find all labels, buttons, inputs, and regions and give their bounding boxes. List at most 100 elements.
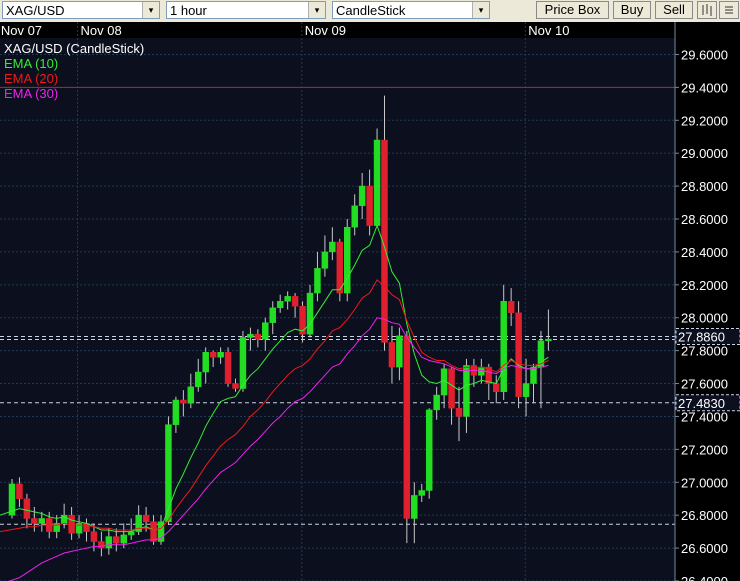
price-tick-label: 28.6000	[681, 212, 728, 227]
chart-tools-button[interactable]	[697, 1, 717, 19]
plot-area	[0, 38, 675, 581]
candle-body	[522, 383, 530, 397]
price-tick-label: 26.8000	[681, 508, 728, 523]
price-tick-label: 29.2000	[681, 113, 728, 128]
candle-body	[53, 523, 60, 532]
legend-title: XAG/USD (CandleStick)	[4, 41, 144, 56]
candle-body	[433, 394, 440, 411]
candle-body	[142, 514, 150, 523]
symbol-select[interactable]: XAG/USD ▾	[2, 1, 160, 19]
candle-body	[515, 312, 522, 397]
candle-body	[165, 424, 172, 523]
candle-body	[224, 352, 232, 384]
chevron-down-icon[interactable]: ▾	[142, 2, 159, 18]
candle-body	[388, 342, 396, 368]
candle-body	[90, 531, 98, 542]
ema-line	[0, 279, 549, 533]
candle-body	[448, 368, 455, 409]
candle-body	[418, 490, 425, 496]
price-axis	[675, 22, 740, 581]
candle-body	[31, 518, 38, 524]
candle-body	[38, 518, 46, 524]
candle-body	[545, 338, 552, 342]
candle-body	[209, 352, 217, 358]
price-tick-label: 28.8000	[681, 179, 728, 194]
candle-body	[344, 226, 351, 294]
price-marker-box	[675, 394, 740, 412]
candle-body	[113, 536, 120, 544]
candle-body	[351, 205, 358, 228]
candle-body	[172, 399, 180, 425]
candle-body	[284, 296, 291, 302]
candles-group	[8, 95, 552, 557]
timeframe-select[interactable]: 1 hour ▾	[166, 1, 326, 19]
ema-line	[0, 224, 549, 533]
candle-body	[180, 399, 187, 404]
date-tick-label: Nov 07	[1, 23, 42, 38]
price-marker-label: 27.4830	[678, 396, 725, 411]
candle-body	[299, 305, 306, 335]
chart-type-select[interactable]: CandleStick ▾	[332, 1, 490, 19]
candle-body	[269, 307, 276, 323]
price-tick-label: 26.4000	[681, 574, 728, 581]
price-chart[interactable]: 29.6000 29.4000 29.2000 29.0000 28.8000 28.60…	[0, 22, 740, 581]
candle-body	[150, 521, 157, 542]
symbol-value: XAG/USD	[6, 3, 65, 18]
candle-body	[485, 366, 493, 384]
candle-body	[306, 292, 314, 335]
toolbar: XAG/USD ▾ 1 hour ▾ CandleStick ▾ Price B…	[0, 0, 740, 23]
ema-line	[8, 317, 549, 581]
date-tick-label: Nov 08	[81, 23, 122, 38]
price-tick-label: 29.0000	[681, 146, 728, 161]
price-marker-box	[675, 327, 740, 345]
candle-body	[127, 531, 135, 536]
level-lines	[0, 86, 675, 525]
bars-icon	[702, 4, 712, 16]
timeframe-value: 1 hour	[170, 3, 207, 18]
price-tick-label: 27.6000	[681, 377, 728, 392]
buy-button[interactable]: Buy	[613, 1, 651, 19]
sell-button[interactable]: Sell	[655, 1, 693, 19]
candle-body	[247, 333, 254, 338]
candle-body	[411, 495, 418, 519]
candle-body	[8, 483, 16, 516]
candle-body	[358, 185, 366, 207]
candle-body	[336, 241, 344, 294]
chevron-down-icon[interactable]: ▾	[472, 2, 489, 18]
legend-ema20: EMA (20)	[4, 71, 58, 86]
candle-body	[463, 365, 470, 417]
candle-body	[23, 498, 31, 519]
legend-ema30: EMA (30)	[4, 86, 58, 101]
more-options-button[interactable]	[719, 1, 739, 19]
price-box-button[interactable]: Price Box	[536, 1, 609, 19]
price-tick-label: 27.8000	[681, 344, 728, 359]
candle-body	[329, 241, 336, 253]
candle-body	[105, 536, 113, 549]
candle-body	[195, 371, 202, 388]
candle-body	[157, 521, 165, 542]
candle-body	[403, 335, 411, 519]
candle-body	[120, 534, 127, 544]
price-tick-label: 27.2000	[681, 442, 728, 457]
candle-body	[366, 185, 373, 226]
candle-body	[425, 409, 433, 491]
candle-body	[217, 352, 224, 358]
candle-body	[455, 407, 463, 417]
candle-body	[276, 301, 284, 309]
candle-body	[262, 322, 269, 340]
candle-body	[314, 268, 321, 294]
candle-body	[321, 251, 329, 269]
price-tick-label: 26.6000	[681, 541, 728, 556]
candle-body	[135, 514, 142, 532]
chevron-down-icon[interactable]: ▾	[308, 2, 325, 18]
candle-body	[291, 296, 299, 307]
chart-type-value: CandleStick	[336, 3, 406, 18]
date-tick-label: Nov 09	[305, 23, 346, 38]
chart-legend: XAG/USD (CandleStick) EMA (10) EMA (20) …	[4, 41, 144, 101]
price-tick-label: 29.6000	[681, 47, 728, 62]
legend-ema10: EMA (10)	[4, 56, 58, 71]
candle-body	[98, 541, 105, 549]
price-tick-label: 27.4000	[681, 409, 728, 424]
price-tick-label: 27.0000	[681, 475, 728, 490]
candle-body	[493, 383, 500, 393]
